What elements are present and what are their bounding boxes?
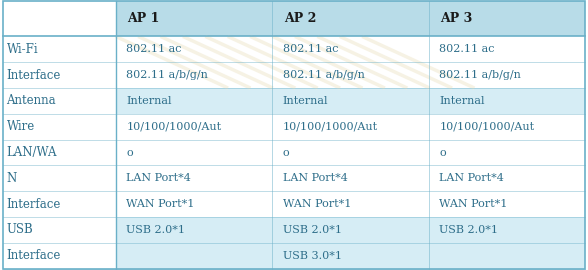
Bar <box>429 1 585 36</box>
Bar <box>3 114 116 140</box>
Bar <box>3 243 116 269</box>
Bar <box>429 36 585 62</box>
Bar <box>116 243 272 269</box>
Bar <box>429 217 585 243</box>
Text: 802.11 ac: 802.11 ac <box>126 44 182 54</box>
Bar <box>429 88 585 114</box>
Bar <box>272 191 429 217</box>
Bar <box>116 191 272 217</box>
Bar <box>116 1 272 36</box>
Text: WAN Port*1: WAN Port*1 <box>283 199 351 209</box>
Text: 10/100/1000/Aut: 10/100/1000/Aut <box>283 122 378 132</box>
Text: Internal: Internal <box>439 96 485 106</box>
Text: o: o <box>439 147 446 158</box>
Text: AP 2: AP 2 <box>284 12 316 25</box>
Bar <box>3 166 116 191</box>
Bar <box>3 140 116 166</box>
Bar <box>116 62 272 88</box>
Bar <box>116 217 272 243</box>
Bar <box>3 36 116 62</box>
Text: N: N <box>6 172 16 185</box>
Bar <box>429 114 585 140</box>
Bar <box>272 1 429 36</box>
Text: LAN/WA: LAN/WA <box>6 146 57 159</box>
Text: 10/100/1000/Aut: 10/100/1000/Aut <box>439 122 534 132</box>
Text: Antenna: Antenna <box>6 94 56 107</box>
Text: USB: USB <box>6 224 33 237</box>
Text: 802.11 ac: 802.11 ac <box>439 44 495 54</box>
Text: LAN Port*4: LAN Port*4 <box>283 173 348 183</box>
Text: AP 1: AP 1 <box>128 12 160 25</box>
Bar <box>272 114 429 140</box>
Text: LAN Port*4: LAN Port*4 <box>126 173 191 183</box>
Bar <box>429 140 585 166</box>
Bar <box>3 217 116 243</box>
Bar <box>272 166 429 191</box>
Bar <box>272 88 429 114</box>
Text: 802.11 ac: 802.11 ac <box>283 44 338 54</box>
Text: AP 3: AP 3 <box>440 12 473 25</box>
Text: USB 2.0*1: USB 2.0*1 <box>283 225 342 235</box>
Bar <box>116 140 272 166</box>
Bar <box>272 62 429 88</box>
Bar <box>272 217 429 243</box>
Text: Interface: Interface <box>6 249 61 262</box>
Bar <box>272 243 429 269</box>
Text: Wi-Fi: Wi-Fi <box>6 43 38 56</box>
Text: 802.11 a/b/g/n: 802.11 a/b/g/n <box>126 70 208 80</box>
Text: o: o <box>126 147 133 158</box>
Text: Wire: Wire <box>6 120 35 133</box>
Text: 802.11 a/b/g/n: 802.11 a/b/g/n <box>439 70 521 80</box>
Text: Interface: Interface <box>6 198 61 211</box>
Text: Interface: Interface <box>6 69 61 82</box>
Text: Internal: Internal <box>126 96 172 106</box>
Bar <box>116 36 272 62</box>
Bar <box>3 88 116 114</box>
Text: WAN Port*1: WAN Port*1 <box>126 199 195 209</box>
Bar <box>3 62 116 88</box>
Text: 10/100/1000/Aut: 10/100/1000/Aut <box>126 122 222 132</box>
Bar <box>429 166 585 191</box>
Text: o: o <box>283 147 289 158</box>
Text: 802.11 a/b/g/n: 802.11 a/b/g/n <box>283 70 365 80</box>
Bar <box>272 36 429 62</box>
Bar <box>429 191 585 217</box>
Bar <box>429 243 585 269</box>
Bar <box>116 88 272 114</box>
Bar <box>3 191 116 217</box>
Bar <box>116 166 272 191</box>
Bar <box>3 1 116 36</box>
Text: USB 3.0*1: USB 3.0*1 <box>283 251 342 261</box>
Text: USB 2.0*1: USB 2.0*1 <box>439 225 498 235</box>
Text: USB 2.0*1: USB 2.0*1 <box>126 225 185 235</box>
Text: Internal: Internal <box>283 96 328 106</box>
Bar <box>116 114 272 140</box>
Bar <box>272 140 429 166</box>
Bar <box>429 62 585 88</box>
Text: WAN Port*1: WAN Port*1 <box>439 199 507 209</box>
Text: LAN Port*4: LAN Port*4 <box>439 173 504 183</box>
